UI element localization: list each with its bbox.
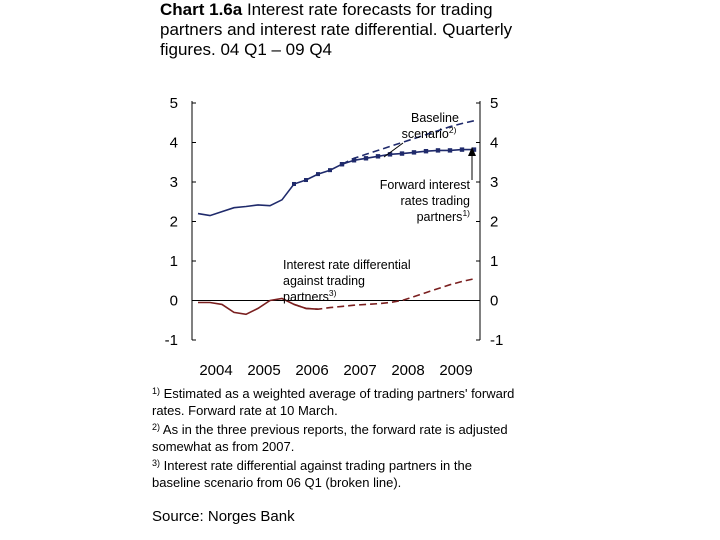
forward-arrow-head bbox=[468, 147, 476, 156]
series-point bbox=[316, 172, 320, 177]
y-tick-label-right: 2 bbox=[490, 214, 498, 231]
footnote-3: 3) Interest rate differential against tr… bbox=[152, 455, 522, 491]
baseline-label-2-text: scenario bbox=[402, 127, 449, 141]
forward-label: Forward interest bbox=[380, 178, 471, 192]
baseline-pointer bbox=[383, 142, 404, 158]
series-point bbox=[387, 152, 393, 157]
forward-label-3-text: partners bbox=[417, 210, 463, 224]
differential-sup: 3) bbox=[329, 288, 337, 298]
x-tick-label: 2004 bbox=[199, 362, 232, 379]
annotation-layer: Baseline scenario2) Forward interest rat… bbox=[283, 111, 476, 304]
axes: -1 -1 0 0 1 1 2 2 3 3 4 4 5 5 2004 2005 2006 2007 2008 2009 bbox=[165, 95, 504, 379]
footnote-marker: 1) bbox=[152, 386, 161, 396]
footnote-marker: 3) bbox=[152, 458, 161, 468]
x-tick-label: 2009 bbox=[439, 362, 472, 379]
x-tick-label: 2005 bbox=[247, 362, 280, 379]
series-layer bbox=[197, 120, 477, 316]
x-tick-label: 2007 bbox=[343, 362, 376, 379]
footnote-text: Interest rate differential against tradi… bbox=[152, 458, 472, 490]
series-point bbox=[292, 181, 296, 186]
series-point bbox=[304, 178, 308, 183]
forward-label-2: rates trading bbox=[401, 194, 471, 208]
footnote-1: 1) Estimated as a weighted average of tr… bbox=[152, 383, 522, 419]
y-tick-label-right: 1 bbox=[490, 253, 498, 270]
series-point bbox=[435, 148, 441, 153]
baseline-label-2: scenario2) bbox=[402, 125, 457, 141]
chart-title-text: Interest rate forecasts for trading part… bbox=[160, 0, 513, 59]
baseline-sup: 2) bbox=[449, 125, 457, 135]
series-point bbox=[399, 151, 405, 156]
y-tick-label-right: 4 bbox=[490, 135, 498, 152]
series-point bbox=[447, 148, 453, 153]
baseline-label: Baseline bbox=[411, 111, 459, 125]
y-tick-label-left: 2 bbox=[170, 214, 178, 231]
series-line-3 bbox=[341, 148, 474, 165]
footnote-marker: 2) bbox=[152, 422, 161, 432]
forward-label-3: partners1) bbox=[417, 208, 471, 224]
y-tick-label-right: 0 bbox=[490, 293, 498, 310]
footnote-text: As in the three previous reports, the fo… bbox=[152, 422, 508, 454]
series-point bbox=[459, 147, 465, 152]
y-tick-label-left: 0 bbox=[170, 293, 178, 310]
series-point bbox=[423, 148, 429, 154]
series-line-2 bbox=[341, 120, 475, 165]
y-tick-label-right: 5 bbox=[490, 95, 498, 112]
series-point bbox=[363, 156, 369, 161]
series-point bbox=[328, 168, 332, 173]
forward-sup: 1) bbox=[462, 208, 470, 218]
series-point bbox=[471, 147, 477, 152]
y-tick-label-right: -1 bbox=[490, 332, 503, 349]
source-note: Source: Norges Bank bbox=[152, 508, 295, 525]
x-tick-label: 2006 bbox=[295, 362, 328, 379]
differential-label-3-text: partners bbox=[283, 290, 329, 304]
series-point bbox=[351, 158, 357, 163]
y-tick-label-left: 1 bbox=[170, 253, 178, 270]
footnote-2: 2) As in the three previous reports, the… bbox=[152, 419, 522, 455]
x-tick-label: 2008 bbox=[391, 362, 424, 379]
y-tick-label-left: 4 bbox=[170, 135, 178, 152]
series-point bbox=[411, 150, 417, 155]
differential-label-3: partners3) bbox=[283, 288, 337, 304]
y-tick-label-left: 5 bbox=[170, 95, 178, 112]
y-tick-label-right: 3 bbox=[490, 174, 498, 191]
chart: -1 -1 0 0 1 1 2 2 3 3 4 4 5 5 2004 2005 2006 2007 2008 2009… bbox=[165, 95, 504, 379]
differential-label: Interest rate differential bbox=[283, 258, 411, 272]
differential-label-2: against trading bbox=[283, 274, 365, 288]
series-line-1 bbox=[197, 163, 343, 217]
series-line-5 bbox=[293, 278, 475, 311]
chart-title: Chart 1.6a Interest rate forecasts for t… bbox=[160, 0, 520, 60]
y-tick-label-left: 3 bbox=[170, 174, 178, 191]
footnotes: 1) Estimated as a weighted average of tr… bbox=[152, 383, 522, 491]
series-point bbox=[340, 162, 344, 167]
series-point bbox=[375, 154, 381, 159]
y-tick-label-left: -1 bbox=[165, 332, 178, 349]
chart-number: Chart 1.6a bbox=[160, 0, 243, 19]
footnote-text: Estimated as a weighted average of tradi… bbox=[152, 386, 515, 418]
